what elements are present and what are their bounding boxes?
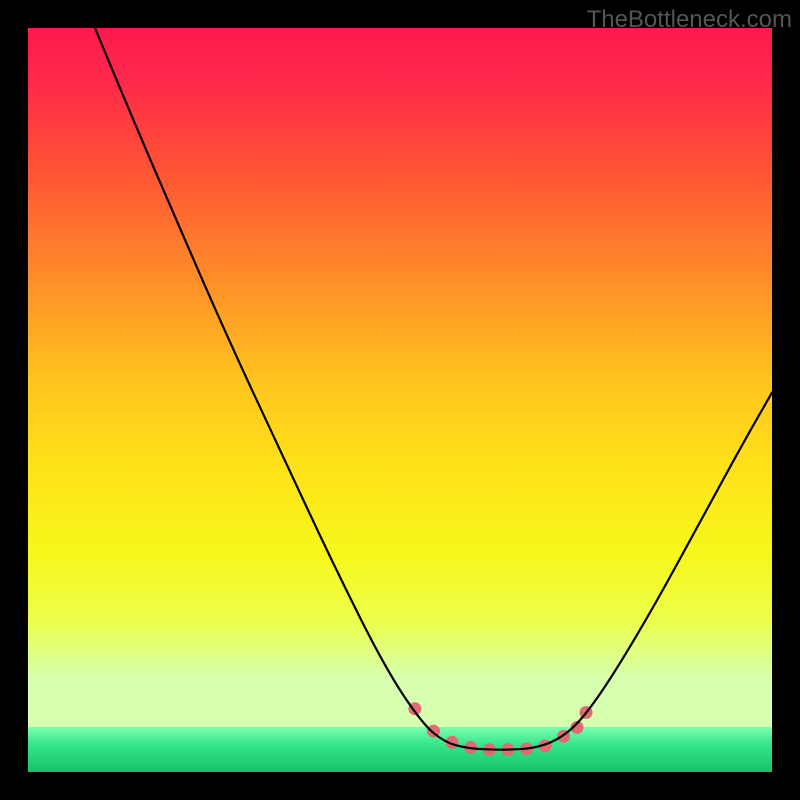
- chart-container: { "watermark": { "text": "TheBottleneck.…: [0, 0, 800, 800]
- plot-area: [28, 28, 772, 772]
- watermark-text: TheBottleneck.com: [587, 6, 792, 34]
- bottleneck-curve: [95, 28, 772, 750]
- curve-layer: [28, 28, 772, 772]
